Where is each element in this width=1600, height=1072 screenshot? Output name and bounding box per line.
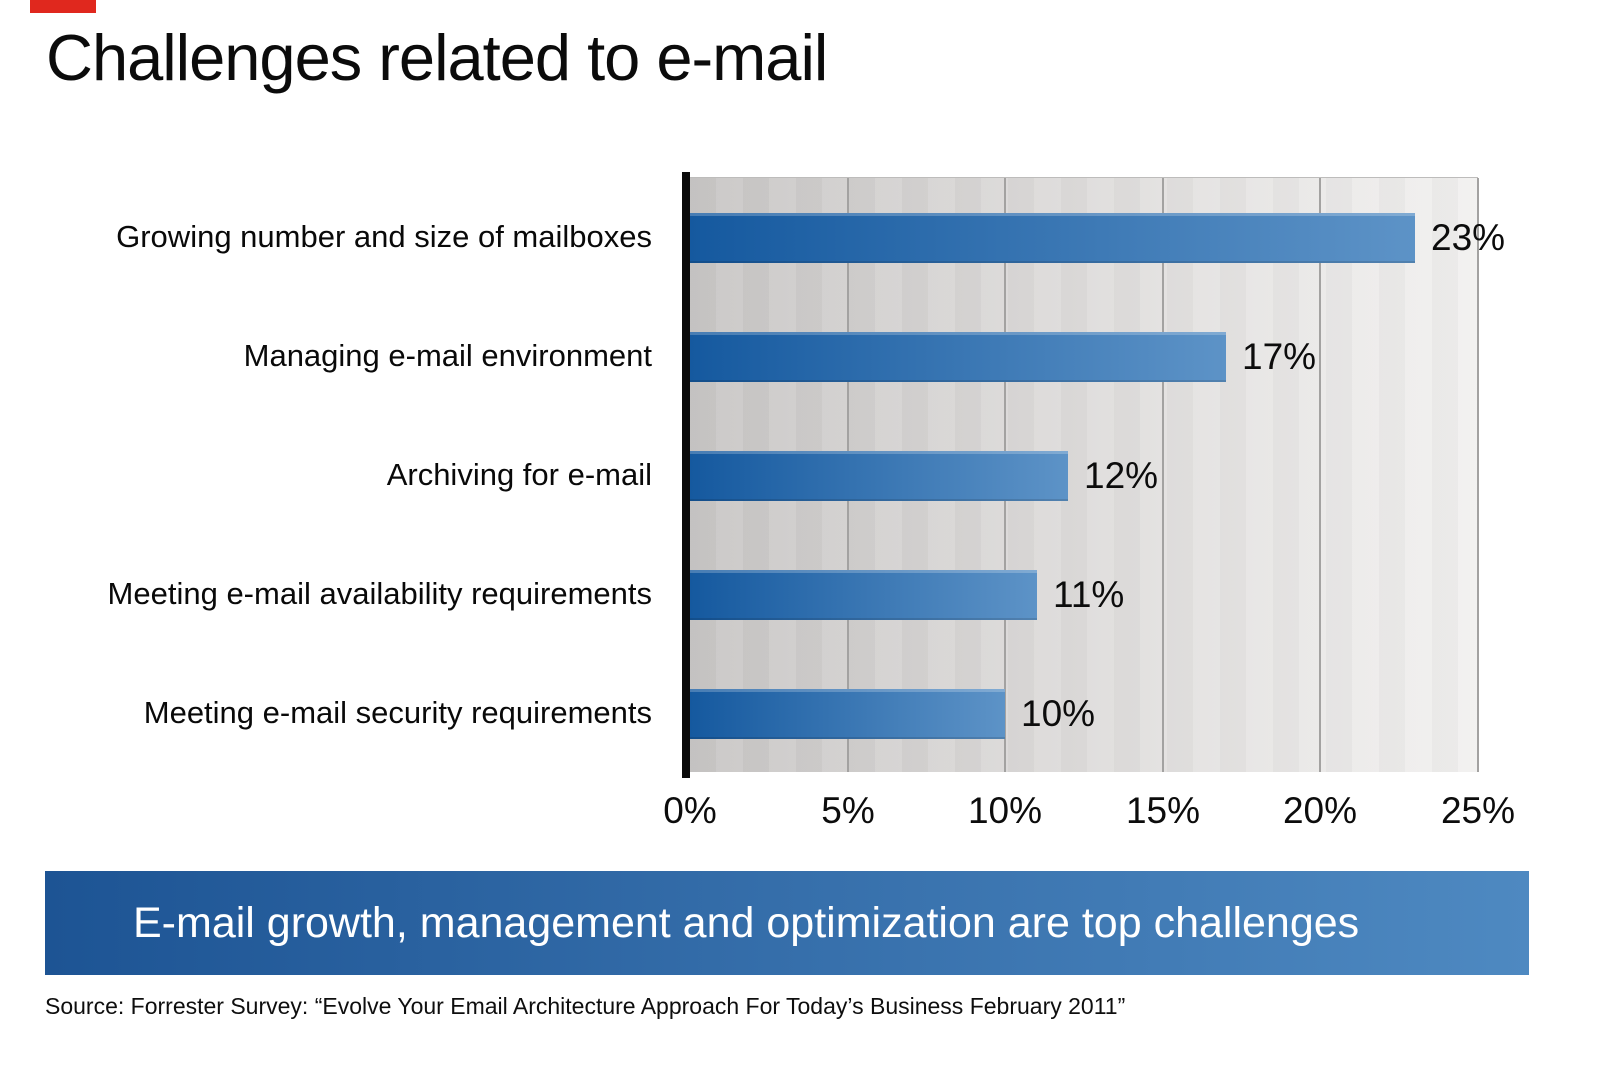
plot-area: 23% 17% 12% 11% 10%: [690, 177, 1505, 772]
category-label: Meeting e-mail availability requirements: [107, 576, 652, 611]
x-tick-label: 10%: [967, 790, 1043, 831]
gridline-25pct: [1477, 178, 1479, 772]
category-label: Archiving for e-mail: [386, 457, 652, 492]
takeaway-banner: E-mail growth, management and optimizati…: [45, 871, 1529, 975]
bar: [690, 451, 1068, 501]
value-label: 10%: [1021, 693, 1096, 734]
x-tick-label: 15%: [1125, 790, 1201, 831]
bar: [690, 213, 1415, 263]
bar: [690, 689, 1005, 739]
slide-accent-marker: [30, 0, 96, 13]
bar: [690, 332, 1226, 382]
category-label: Growing number and size of mailboxes: [116, 219, 652, 254]
x-tick-label: 0%: [663, 790, 717, 831]
x-tick-label: 5%: [821, 790, 875, 831]
x-tick-label: 25%: [1440, 790, 1516, 831]
value-label: 12%: [1084, 455, 1159, 496]
gridline-20pct: [1319, 178, 1321, 772]
slide-title: Challenges related to e-mail: [46, 21, 828, 94]
category-label: Managing e-mail environment: [243, 338, 652, 373]
value-label: 17%: [1242, 336, 1317, 377]
takeaway-banner-text: E-mail growth, management and optimizati…: [133, 899, 1360, 947]
source-note: Source: Forrester Survey: “Evolve Your E…: [45, 993, 1126, 1019]
gridline-15pct: [1162, 178, 1164, 772]
value-label: 11%: [1053, 574, 1125, 615]
value-label: 23%: [1431, 217, 1506, 258]
bar: [690, 570, 1037, 620]
x-tick-label: 20%: [1282, 790, 1358, 831]
y-axis-line: [682, 172, 690, 778]
category-label: Meeting e-mail security requirements: [143, 695, 652, 730]
